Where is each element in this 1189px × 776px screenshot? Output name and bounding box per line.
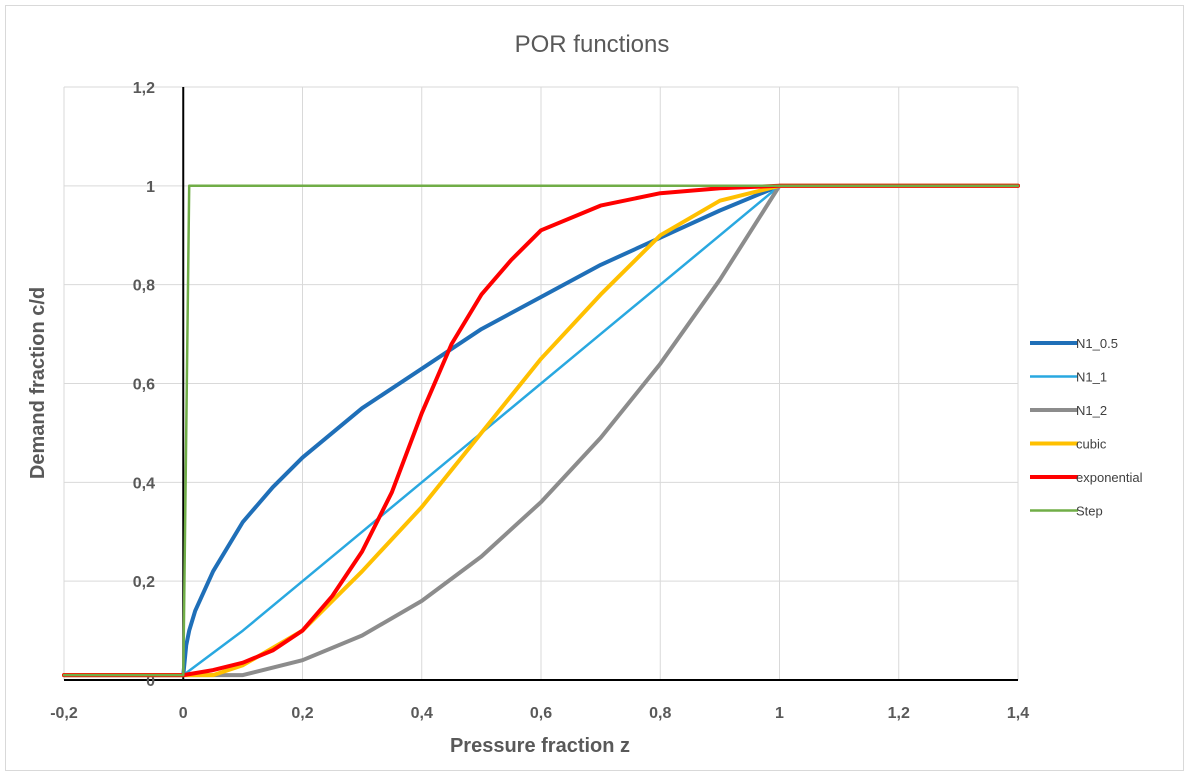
series-line-step [62,184,1020,677]
series-line-n1-0-5 [62,183,1020,678]
chart-frame [5,5,1184,771]
legend-label: N1_2 [1076,403,1107,418]
legend-label: cubic [1076,437,1107,452]
y-tick-label: 0 [146,673,155,690]
series-line-n1-2 [62,183,1020,678]
x-axis-title: Pressure fraction z [450,735,630,757]
chart-title: POR functions [515,31,670,58]
x-tick-label: 0,4 [411,705,433,722]
x-tick-label: 1,2 [888,705,910,722]
y-tick-label: 1,2 [133,80,155,97]
x-tick-label: 1 [775,705,784,722]
y-tick-label: 0,4 [133,475,155,492]
y-tick-label: 0,2 [133,574,155,591]
legend-label: N1_0.5 [1076,336,1118,351]
x-axis: -0,2 0 0,2 0,4 0,6 0,8 1 1,2 1,4 [50,679,1029,722]
y-axis: 0 0,2 0,4 0,6 0,8 1 1,2 [133,80,185,690]
legend-label: exponential [1076,470,1143,485]
y-tick-label: 0,8 [133,278,155,295]
legend-label: N1_1 [1076,370,1107,385]
y-axis-title: Demand fraction c/d [27,287,49,479]
x-tick-label: -0,2 [50,705,78,722]
legend-label: Step [1076,504,1103,519]
x-tick-label: 0,6 [530,705,552,722]
x-tick-label: 0 [179,705,188,722]
x-tick-label: 1,4 [1007,705,1029,722]
x-tick-label: 0,8 [649,705,671,722]
x-tick-label: 0,2 [291,705,313,722]
y-tick-label: 1 [146,179,155,196]
series-line-exponential [62,183,1020,678]
y-tick-label: 0,6 [133,377,155,394]
series-line-cubic [62,183,1020,678]
series-lines [62,183,1020,678]
